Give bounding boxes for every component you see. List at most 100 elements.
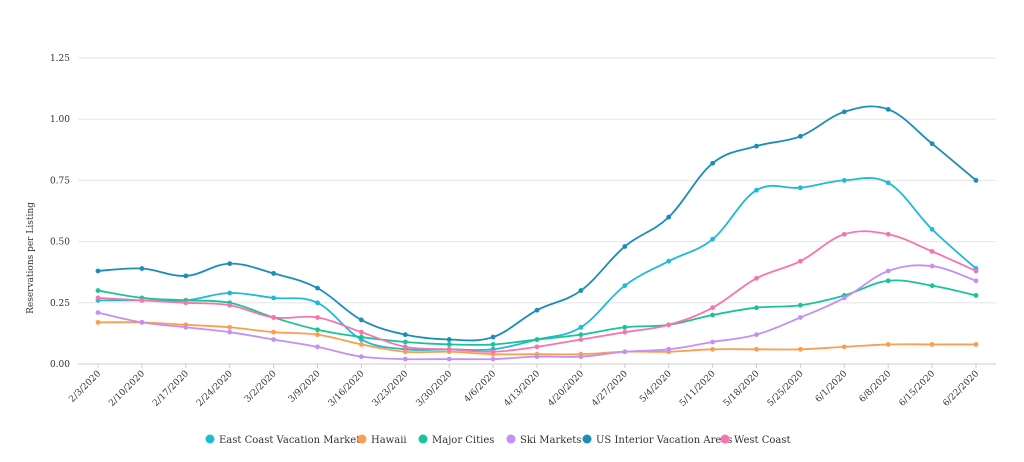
data-point[interactable] <box>710 346 715 352</box>
data-point[interactable] <box>315 285 320 291</box>
data-point[interactable] <box>798 315 803 320</box>
data-point[interactable] <box>271 271 276 276</box>
data-point[interactable] <box>271 329 276 335</box>
data-point[interactable] <box>402 339 408 345</box>
data-point[interactable] <box>95 310 101 315</box>
data-point[interactable] <box>710 305 715 311</box>
data-point[interactable] <box>490 342 496 347</box>
data-point[interactable] <box>534 307 540 313</box>
data-point[interactable] <box>183 324 189 330</box>
data-point[interactable] <box>139 319 145 325</box>
data-point[interactable] <box>622 244 628 249</box>
data-point[interactable] <box>227 329 233 335</box>
data-point[interactable] <box>754 346 759 352</box>
legend-item[interactable]: East Coast Vacation Markets <box>205 434 366 447</box>
data-point[interactable] <box>578 354 584 360</box>
data-point[interactable] <box>666 258 672 264</box>
data-point[interactable] <box>798 133 803 139</box>
data-point[interactable] <box>402 356 408 362</box>
data-point[interactable] <box>798 302 803 308</box>
data-point[interactable] <box>885 278 891 284</box>
data-point[interactable] <box>446 342 452 347</box>
data-point[interactable] <box>622 324 628 330</box>
data-point[interactable] <box>446 346 452 352</box>
data-point[interactable] <box>841 109 847 115</box>
data-point[interactable] <box>666 322 672 328</box>
data-point[interactable] <box>885 268 891 274</box>
data-point[interactable] <box>798 346 803 352</box>
data-point[interactable] <box>929 283 935 289</box>
data-point[interactable] <box>490 356 496 362</box>
data-point[interactable] <box>929 248 935 254</box>
data-point[interactable] <box>754 143 759 149</box>
data-point[interactable] <box>841 178 847 183</box>
legend-item[interactable]: US Interior Vacation Areas <box>582 434 733 447</box>
data-point[interactable] <box>622 283 628 289</box>
data-point[interactable] <box>227 324 233 330</box>
data-point[interactable] <box>973 342 979 347</box>
data-point[interactable] <box>710 312 715 318</box>
data-point[interactable] <box>929 141 935 147</box>
data-point[interactable] <box>139 266 145 271</box>
data-point[interactable] <box>139 297 145 303</box>
legend-item[interactable]: Hawaii <box>357 434 407 447</box>
data-point[interactable] <box>359 342 364 347</box>
data-point[interactable] <box>534 344 540 350</box>
data-point[interactable] <box>973 268 979 274</box>
data-point[interactable] <box>359 334 364 340</box>
data-point[interactable] <box>578 288 584 293</box>
data-point[interactable] <box>402 349 408 355</box>
data-point[interactable] <box>754 275 759 281</box>
data-point[interactable] <box>315 300 320 306</box>
legend-item[interactable]: West Coast <box>720 434 791 447</box>
data-point[interactable] <box>578 324 584 330</box>
data-point[interactable] <box>446 337 452 342</box>
data-point[interactable] <box>622 329 628 335</box>
data-point[interactable] <box>402 332 408 338</box>
data-point[interactable] <box>841 295 847 301</box>
legend-item[interactable]: Major Cities <box>418 434 495 447</box>
data-point[interactable] <box>271 295 276 301</box>
data-point[interactable] <box>885 231 891 237</box>
data-point[interactable] <box>227 290 233 296</box>
data-point[interactable] <box>183 273 189 279</box>
data-point[interactable] <box>841 231 847 237</box>
data-point[interactable] <box>622 349 628 355</box>
data-point[interactable] <box>754 305 759 311</box>
data-point[interactable] <box>973 293 979 298</box>
data-point[interactable] <box>359 329 364 335</box>
data-point[interactable] <box>929 226 935 232</box>
legend-item[interactable]: Ski Markets <box>506 434 582 447</box>
data-point[interactable] <box>754 332 759 338</box>
data-point[interactable] <box>490 334 496 340</box>
data-point[interactable] <box>359 317 364 323</box>
legend[interactable]: East Coast Vacation Markets Hawaii Major C… <box>205 434 791 447</box>
data-point[interactable] <box>929 263 935 269</box>
data-point[interactable] <box>359 354 364 360</box>
data-point[interactable] <box>315 332 320 338</box>
data-point[interactable] <box>710 160 715 166</box>
data-point[interactable] <box>578 332 584 338</box>
data-point[interactable] <box>315 327 320 333</box>
data-point[interactable] <box>271 337 276 342</box>
data-point[interactable] <box>95 268 101 274</box>
data-point[interactable] <box>710 339 715 345</box>
data-point[interactable] <box>798 258 803 264</box>
data-point[interactable] <box>885 180 891 186</box>
data-point[interactable] <box>666 214 672 220</box>
data-point[interactable] <box>534 337 540 342</box>
data-point[interactable] <box>841 344 847 350</box>
data-point[interactable] <box>885 342 891 347</box>
data-point[interactable] <box>710 236 715 242</box>
data-point[interactable] <box>754 187 759 193</box>
data-point[interactable] <box>227 261 233 267</box>
data-point[interactable] <box>315 344 320 350</box>
data-point[interactable] <box>446 356 452 362</box>
data-point[interactable] <box>271 315 276 320</box>
data-point[interactable] <box>666 346 672 352</box>
data-point[interactable] <box>973 278 979 284</box>
data-point[interactable] <box>885 107 891 112</box>
data-point[interactable] <box>929 342 935 347</box>
data-point[interactable] <box>183 300 189 306</box>
data-point[interactable] <box>490 349 496 355</box>
